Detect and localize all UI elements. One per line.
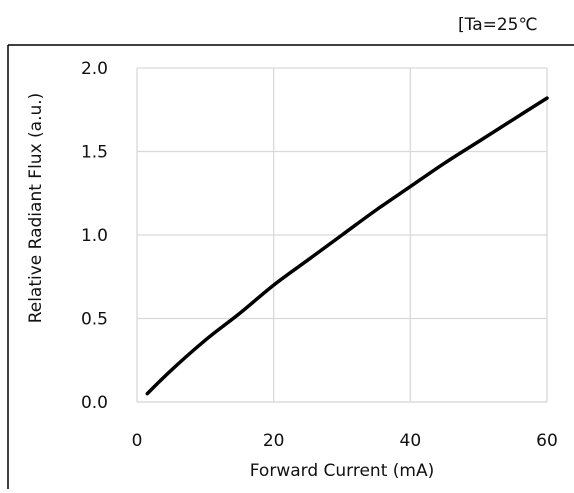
y-tick-label: 2.0: [81, 59, 108, 79]
x-tick-label: 40: [400, 431, 422, 451]
x-axis-label: Forward Current (mA): [250, 461, 434, 481]
y-tick-label: 1.5: [81, 143, 108, 163]
series-line-0: [145, 96, 549, 396]
series-layer: [145, 96, 549, 396]
tick-labels: 0 20 40 60 0.0 0.5 1.0 1.5 2.0: [81, 59, 558, 451]
x-tick-label: 60: [536, 431, 558, 451]
y-tick-label: 0.0: [81, 393, 108, 413]
y-tick-label: 1.0: [81, 226, 108, 246]
y-tick-label: 0.5: [81, 310, 108, 330]
y-axis-label: Relative Radiant Flux (a.u.): [26, 93, 46, 324]
x-tick-label: 20: [263, 431, 285, 451]
x-tick-label: 0: [132, 431, 143, 451]
condition-annotation: [Ta=25℃: [458, 15, 538, 35]
